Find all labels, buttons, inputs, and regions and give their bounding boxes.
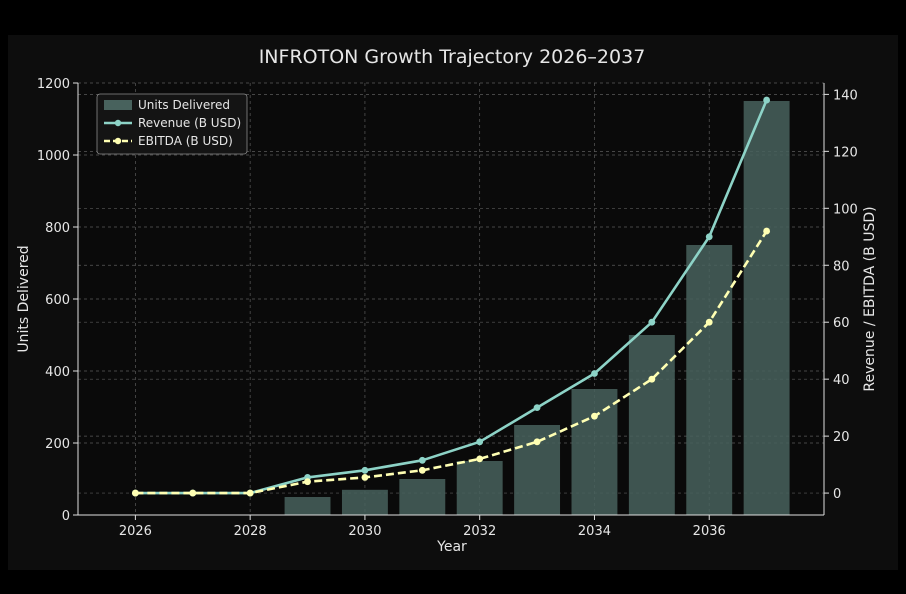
legend-box <box>96 93 248 155</box>
point-ebitda-2032 <box>476 455 484 463</box>
x-tick-label: 2028 <box>234 524 267 539</box>
right-y-tick-label: 140 <box>833 88 858 103</box>
left-y-tick-label: 400 <box>45 365 70 380</box>
point-ebitda-2031 <box>418 466 426 474</box>
legend-marker-ebitda <box>114 137 122 145</box>
point-ebitda-2037 <box>763 227 771 235</box>
left-y-tick-label: 600 <box>45 293 70 308</box>
bar-units-2037 <box>743 101 790 515</box>
line-revenue <box>135 99 768 495</box>
legend-label-revenue: Revenue (B USD) <box>138 116 241 130</box>
left-y-axis-label: Units Delivered <box>16 245 32 352</box>
legend: Units Delivered Revenue (B USD) EBITDA (… <box>96 93 248 155</box>
x-tick-label: 2034 <box>578 524 611 539</box>
chart-title: INFROTON Growth Trajectory 2026–2037 <box>259 46 646 68</box>
point-ebitda-2034 <box>591 412 598 420</box>
left-y-tick-label: 0 <box>62 509 70 524</box>
x-tick-label: 2026 <box>119 524 152 539</box>
legend-marker-revenue <box>114 119 122 127</box>
left-y-tick-label: 1200 <box>37 77 70 92</box>
bar-units-2030 <box>341 489 388 515</box>
left-y-tick-label: 200 <box>45 437 70 452</box>
point-ebitda-2030 <box>361 474 369 481</box>
right-y-tick-label: 120 <box>833 145 858 160</box>
right-y-tick-label: 20 <box>833 430 850 445</box>
bar-units-2029 <box>284 497 331 515</box>
point-revenue-2036 <box>705 233 713 241</box>
right-y-tick-label: 60 <box>833 316 850 331</box>
bar-units-2036 <box>686 245 733 515</box>
right-y-tick-label: 80 <box>833 259 850 274</box>
right-y-axis-label: Revenue / EBITDA (B USD) <box>862 206 878 391</box>
bar-units-2034 <box>571 389 618 515</box>
lines <box>131 96 771 497</box>
line-ebitda <box>135 230 768 495</box>
x-tick-label: 2030 <box>348 524 381 539</box>
right-y-tick-label: 0 <box>833 487 841 502</box>
point-ebitda-2026 <box>131 489 139 497</box>
point-ebitda-2033 <box>533 438 541 446</box>
point-revenue-2035 <box>648 318 656 326</box>
right-y-tick-label: 100 <box>833 202 858 217</box>
left-y-tick-label: 800 <box>45 221 70 236</box>
ticks: 2026 2028 2030 2032 2034 20360200400600800100… <box>37 77 858 539</box>
point-revenue-2034 <box>591 370 598 377</box>
point-ebitda-2027 <box>189 489 197 497</box>
point-ebitda-2035 <box>648 375 656 383</box>
point-revenue-2037 <box>763 96 771 104</box>
left-y-tick-label: 1000 <box>37 149 70 164</box>
right-y-tick-label: 40 <box>833 373 850 388</box>
x-axis-label: Year <box>436 539 467 555</box>
point-ebitda-2036 <box>705 318 713 326</box>
bar-units-2031 <box>399 479 446 515</box>
legend-swatch-units <box>104 100 132 110</box>
point-revenue-2033 <box>533 404 541 412</box>
point-revenue-2030 <box>361 466 369 474</box>
x-tick-label: 2036 <box>693 524 726 539</box>
bar-units-2032 <box>456 461 503 515</box>
bar-units-2035 <box>628 335 675 515</box>
point-revenue-2032 <box>476 438 484 446</box>
point-ebitda-2029 <box>304 478 311 486</box>
x-tick-label: 2032 <box>463 524 496 539</box>
legend-label-ebitda: EBITDA (B USD) <box>138 134 233 148</box>
legend-label-units: Units Delivered <box>138 98 230 112</box>
point-ebitda-2028 <box>246 489 254 497</box>
point-revenue-2031 <box>418 456 426 464</box>
